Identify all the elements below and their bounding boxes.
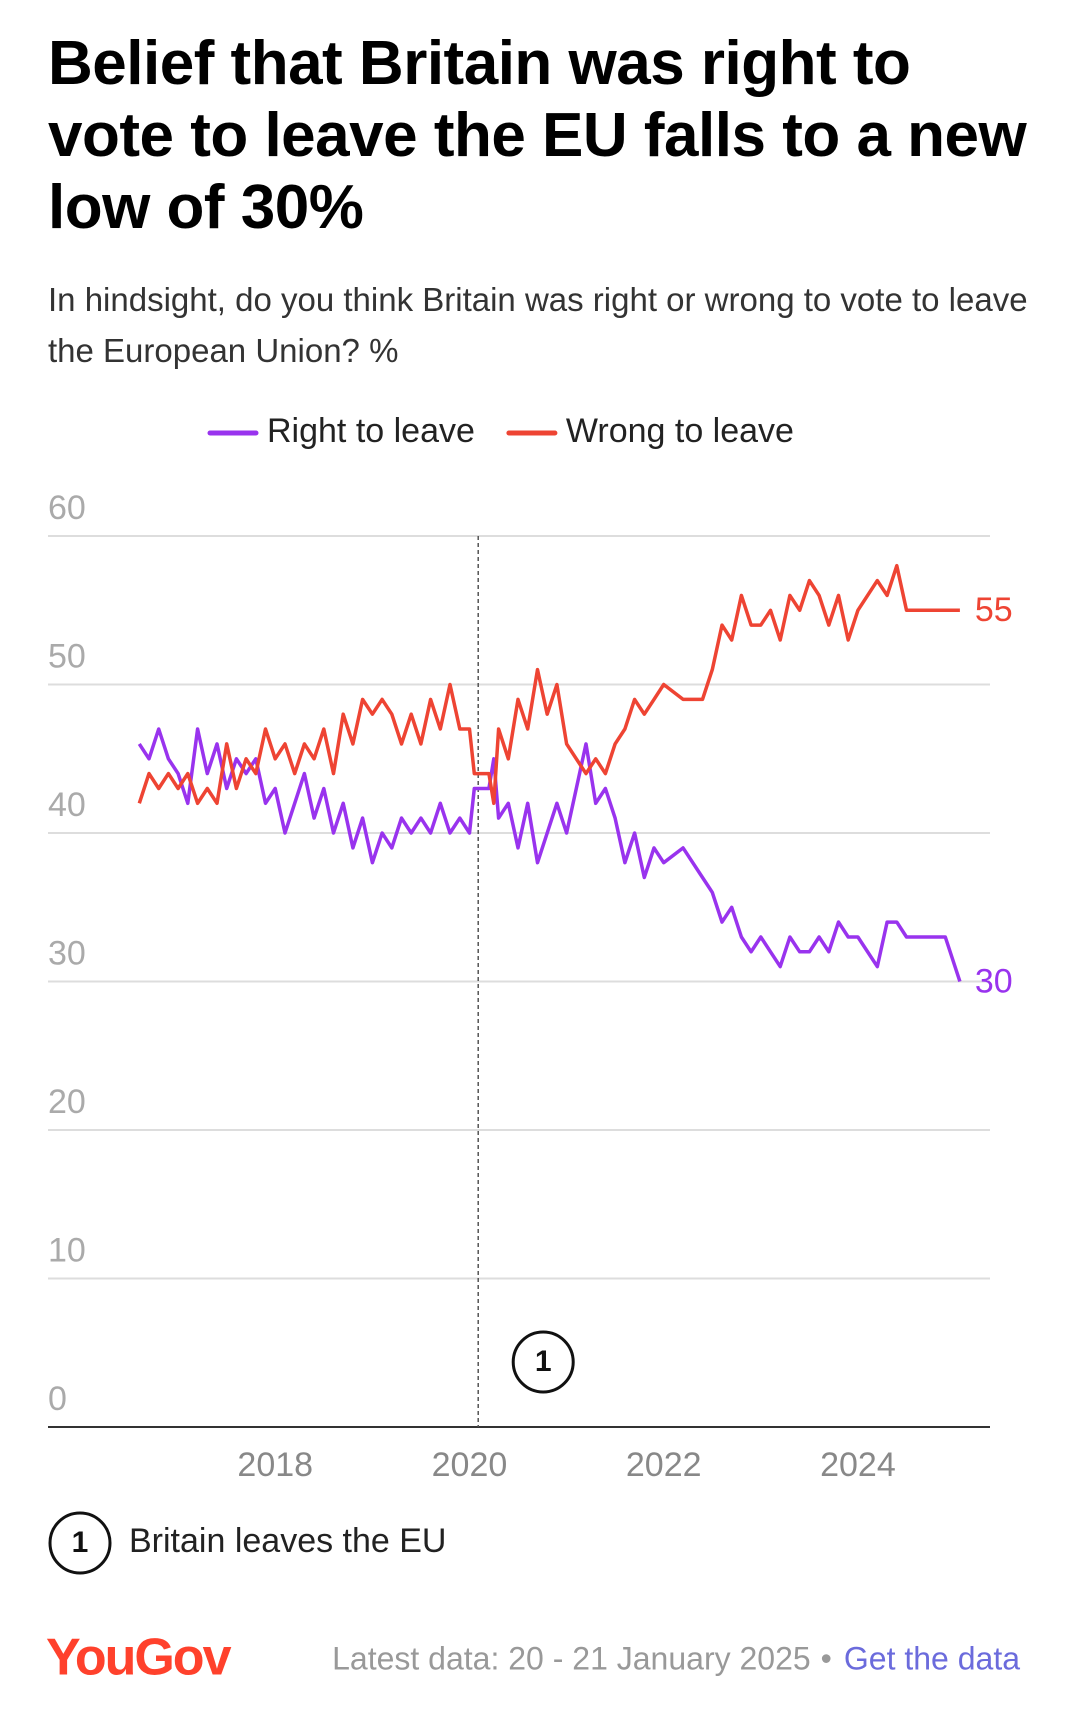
annotation-key-marker [48, 1511, 112, 1575]
logo: YouGov [46, 1629, 232, 1687]
end-label: 55 [975, 591, 1013, 629]
y-tick-label: 0 [48, 1380, 67, 1418]
y-tick-label: 60 [48, 489, 86, 527]
source: Latest data: 20 - 21 January 2025 [332, 1640, 811, 1676]
x-tick-label: 2022 [626, 1446, 702, 1484]
series-line [137, 727, 962, 983]
chart-title: Belief that Britain was right to vote to… [48, 29, 1027, 242]
x-tick-label: 2020 [432, 1446, 508, 1484]
y-tick-label: 40 [48, 786, 86, 824]
y-tick-label: 30 [48, 934, 86, 972]
legend-label: Right to leave [267, 412, 475, 450]
annotation-key-text: Britain leaves the EU [129, 1522, 447, 1560]
y-tick-label: 50 [48, 637, 86, 675]
data-link[interactable]: Get the data [844, 1640, 1020, 1676]
x-tick-label: 2018 [237, 1446, 313, 1484]
chart-subtitle: In hindsight, do you think Britain was r… [48, 281, 1028, 369]
separator: • [821, 1640, 832, 1676]
x-tick-label: 2024 [820, 1446, 896, 1484]
annotation-number: 1 [535, 1345, 552, 1378]
series-line [137, 563, 960, 806]
legend-label: Wrong to leave [566, 412, 794, 450]
annotation-key-number: 1 [72, 1526, 89, 1559]
y-tick-label: 20 [48, 1083, 86, 1121]
annotation-marker [511, 1330, 575, 1394]
y-tick-label: 10 [48, 1231, 86, 1269]
end-label: 30 [975, 962, 1013, 1000]
